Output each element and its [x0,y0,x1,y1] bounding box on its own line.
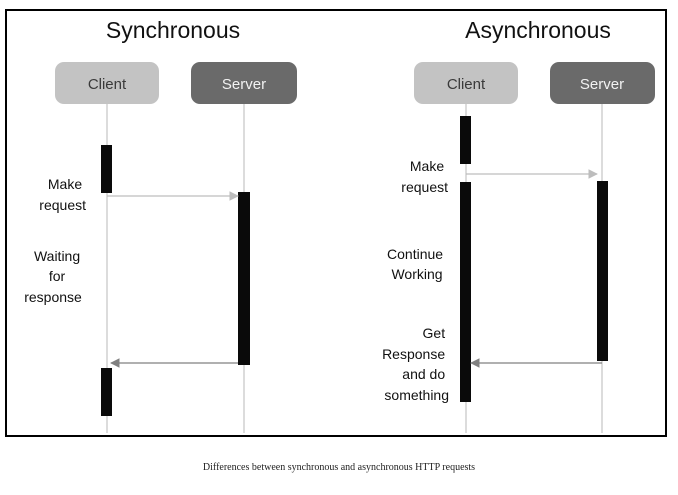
async-note-make-line: request [401,179,448,195]
sync-server-activation [238,192,250,365]
sync-title: Synchronous [106,17,240,43]
async-note-get-line: Response [382,346,445,362]
async-note-continue: Continue Working [387,246,447,282]
async-note-continue-line: Continue [387,246,443,262]
async-note-make-line: Make [410,158,444,174]
async-title: Asynchronous [465,17,611,43]
sync-client-activation-1 [101,145,112,193]
async-server-label: Server [580,76,624,93]
sync-note-make: Make request [39,176,86,213]
sync-note-waiting-line: response [24,289,82,305]
sync-server-box [191,62,297,104]
sync-server-label: Server [222,76,266,93]
async-note-get-line: Get [423,325,446,341]
async-client-box [414,62,518,104]
async-server-activation [597,181,608,361]
async-client-activation-2 [460,182,471,402]
sync-note-waiting-line: for [49,268,66,284]
async-note-get-line: something [384,387,449,403]
sync-note-waiting-line: Waiting [34,248,80,264]
async-client-label: Client [447,76,486,93]
sync-note-make-line: Make [48,176,82,192]
sync-note-make-line: request [39,197,86,213]
sync-client-box [55,62,159,104]
sync-client-label: Client [88,76,127,93]
sequence-diagram: Synchronous Client Server Make request W… [24,17,655,433]
async-note-continue-line: Working [391,266,442,282]
figure-caption: Differences between synchronous and asyn… [202,462,476,473]
async-client-activation-1 [460,116,471,164]
diagram-frame: Synchronous Client Server Make request W… [5,9,667,437]
sync-note-waiting: Waiting for response [24,248,84,305]
async-note-get-line: and do [402,366,445,382]
async-note-make: Make request [401,158,448,195]
async-server-box [550,62,655,104]
sync-client-activation-2 [101,368,112,416]
async-note-get: Get Response and do something [382,325,449,403]
